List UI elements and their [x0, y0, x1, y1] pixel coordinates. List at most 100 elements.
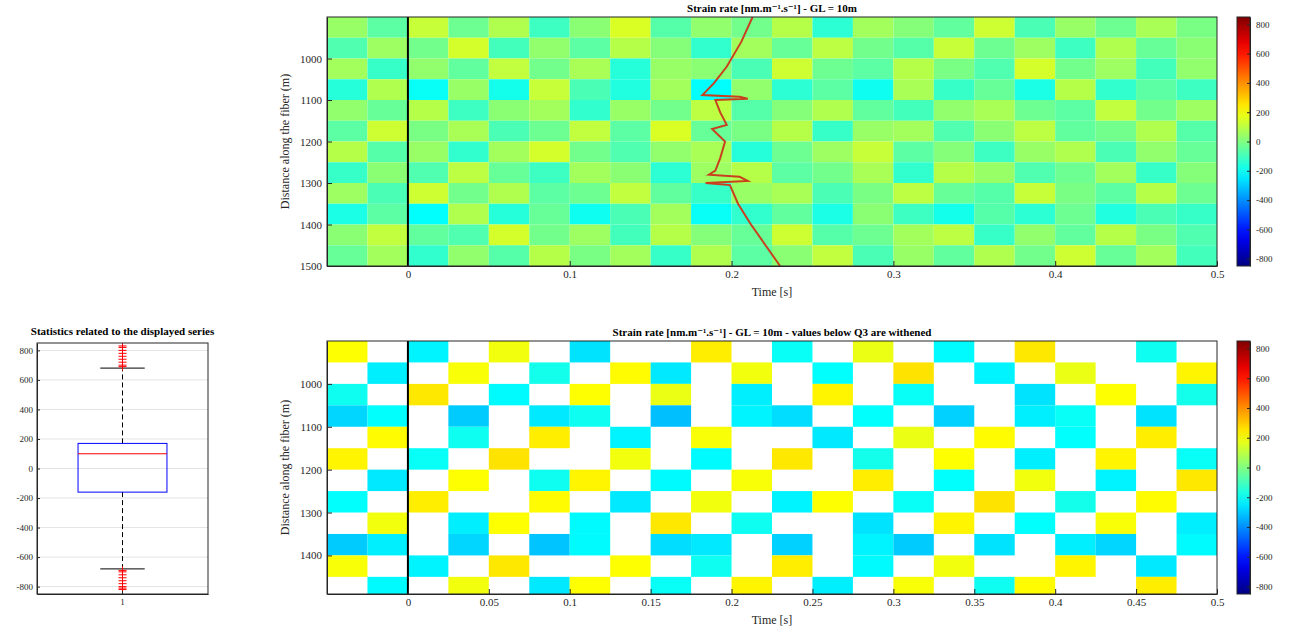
x-axis-line — [328, 594, 1218, 595]
heatmap-cell — [1096, 183, 1136, 204]
y-axis-tick: 200 — [20, 434, 41, 444]
heatmap-cell — [327, 59, 367, 80]
heatmap-cell — [732, 577, 772, 594]
heatmap-cell — [1055, 555, 1095, 576]
heatmap-cell — [893, 59, 933, 80]
heatmap-cell — [934, 162, 974, 183]
colorbar-axis-tick-mark — [1247, 557, 1250, 558]
heatmap-cell — [974, 100, 1014, 121]
heatmap-cell — [1015, 121, 1055, 142]
heatmap-cell — [367, 362, 407, 383]
heatmap-cell — [974, 142, 1014, 163]
heatmap-cell — [408, 162, 448, 183]
heatmap-cell — [408, 183, 448, 204]
heatmap-cell — [489, 555, 529, 576]
heatmap-cell — [651, 204, 691, 225]
colorbar-axis-tick-label: 800 — [1256, 344, 1270, 354]
heatmap-cell — [893, 17, 933, 38]
x-axis-tick: 0.3 — [887, 589, 901, 608]
y-axis-tick-mark — [327, 384, 332, 385]
heatmap-cell — [610, 100, 650, 121]
heatmap-cell — [448, 362, 488, 383]
y-axis-tick: 1000 — [300, 53, 332, 65]
heatmap-cell — [570, 142, 610, 163]
heatmap-cell — [610, 162, 650, 183]
heatmap-cell — [732, 162, 772, 183]
colorbar-axis-tick-label: -800 — [1256, 582, 1273, 592]
heatmap-cell — [853, 470, 893, 491]
heatmap-cell — [1055, 491, 1095, 512]
heatmap-cell — [448, 79, 488, 100]
heatmap-cell — [327, 100, 367, 121]
colorbar-axis-tick: 200 — [1247, 433, 1270, 443]
heatmap-cell — [529, 245, 569, 266]
heatmap-cell — [570, 162, 610, 183]
heatmap-cell — [489, 100, 529, 121]
heatmap-cell — [367, 427, 407, 448]
plot-frame — [327, 17, 1217, 266]
heatmap-cell — [651, 513, 691, 534]
heatmap-cell — [772, 100, 812, 121]
heatmap-cell — [853, 59, 893, 80]
heatmap-cell — [651, 121, 691, 142]
colorbar-axis-tick-label: 0 — [1256, 463, 1261, 473]
x-axis-tick-mark — [651, 589, 652, 594]
y-axis-tick-mark — [327, 266, 332, 267]
colorbar-axis-tick-mark — [1247, 229, 1250, 230]
heatmap-cell — [812, 100, 852, 121]
heatmap-cell — [529, 405, 569, 426]
heatmap-cell — [1015, 59, 1055, 80]
x-axis-title: Time [s] — [752, 613, 793, 627]
heatmap-cell — [974, 17, 1014, 38]
heatmap-cell — [651, 142, 691, 163]
heatmap-cell — [1136, 555, 1176, 576]
colorbar-axis-tick-label: 200 — [1256, 433, 1270, 443]
heatmap-cell — [893, 162, 933, 183]
heatmap-cell — [327, 121, 367, 142]
heatmap-cell — [934, 121, 974, 142]
heatmap-cell — [1136, 491, 1176, 512]
heatmap-cell — [448, 100, 488, 121]
heatmap-cell — [691, 341, 731, 362]
colorbar-axis-tick: -200 — [1247, 166, 1273, 176]
heatmap-cell — [651, 225, 691, 246]
heatmap-cell — [367, 38, 407, 59]
colorbar-axis-tick-mark — [1247, 171, 1250, 172]
x-axis-tick-mark — [732, 589, 733, 594]
heatmap-cell — [610, 121, 650, 142]
y-axis-tick-mark — [327, 225, 332, 226]
heatmap-cell — [408, 491, 448, 512]
x-axis-tick: 0 — [406, 589, 412, 608]
heatmap-cell — [974, 183, 1014, 204]
y-axis: -800-600-400-2000200400600800 — [17, 344, 41, 595]
heatmap-cell — [651, 183, 691, 204]
y-axis-tick-label: 800 — [20, 346, 34, 356]
x-axis-tick-label: 0.3 — [887, 596, 901, 608]
heatmap-cell — [610, 427, 650, 448]
heatmap-cell — [448, 470, 488, 491]
heatmap-cell — [772, 142, 812, 163]
y-axis-tick-label: 1300 — [300, 177, 323, 189]
x-axis-tick-label: 0.05 — [480, 596, 500, 608]
x-axis: 00.050.10.150.20.250.30.350.40.450.5 — [328, 589, 1225, 608]
heatmap-cell — [529, 100, 569, 121]
heatmap-cell — [610, 38, 650, 59]
x-axis-tick: 0.2 — [725, 261, 739, 280]
picked-line — [702, 17, 780, 266]
x-axis-tick-label: 0.15 — [642, 596, 662, 608]
heatmap-cell — [934, 245, 974, 266]
y-axis-tick-label: 400 — [20, 405, 34, 415]
heatmap-cell — [1136, 225, 1176, 246]
heatmap-cell — [367, 405, 407, 426]
y-axis-tick-mark — [327, 142, 332, 143]
heatmap-cell — [974, 225, 1014, 246]
event-line — [407, 341, 409, 594]
x-axis-tick-label: 0.1 — [563, 596, 577, 608]
median — [78, 453, 167, 454]
heatmap-cell — [651, 384, 691, 405]
colorbar — [1237, 341, 1250, 594]
heatmap-cell — [1136, 427, 1176, 448]
heatmap-cell — [327, 405, 367, 426]
heatmap-cell — [327, 38, 367, 59]
heatmap-cell — [408, 225, 448, 246]
